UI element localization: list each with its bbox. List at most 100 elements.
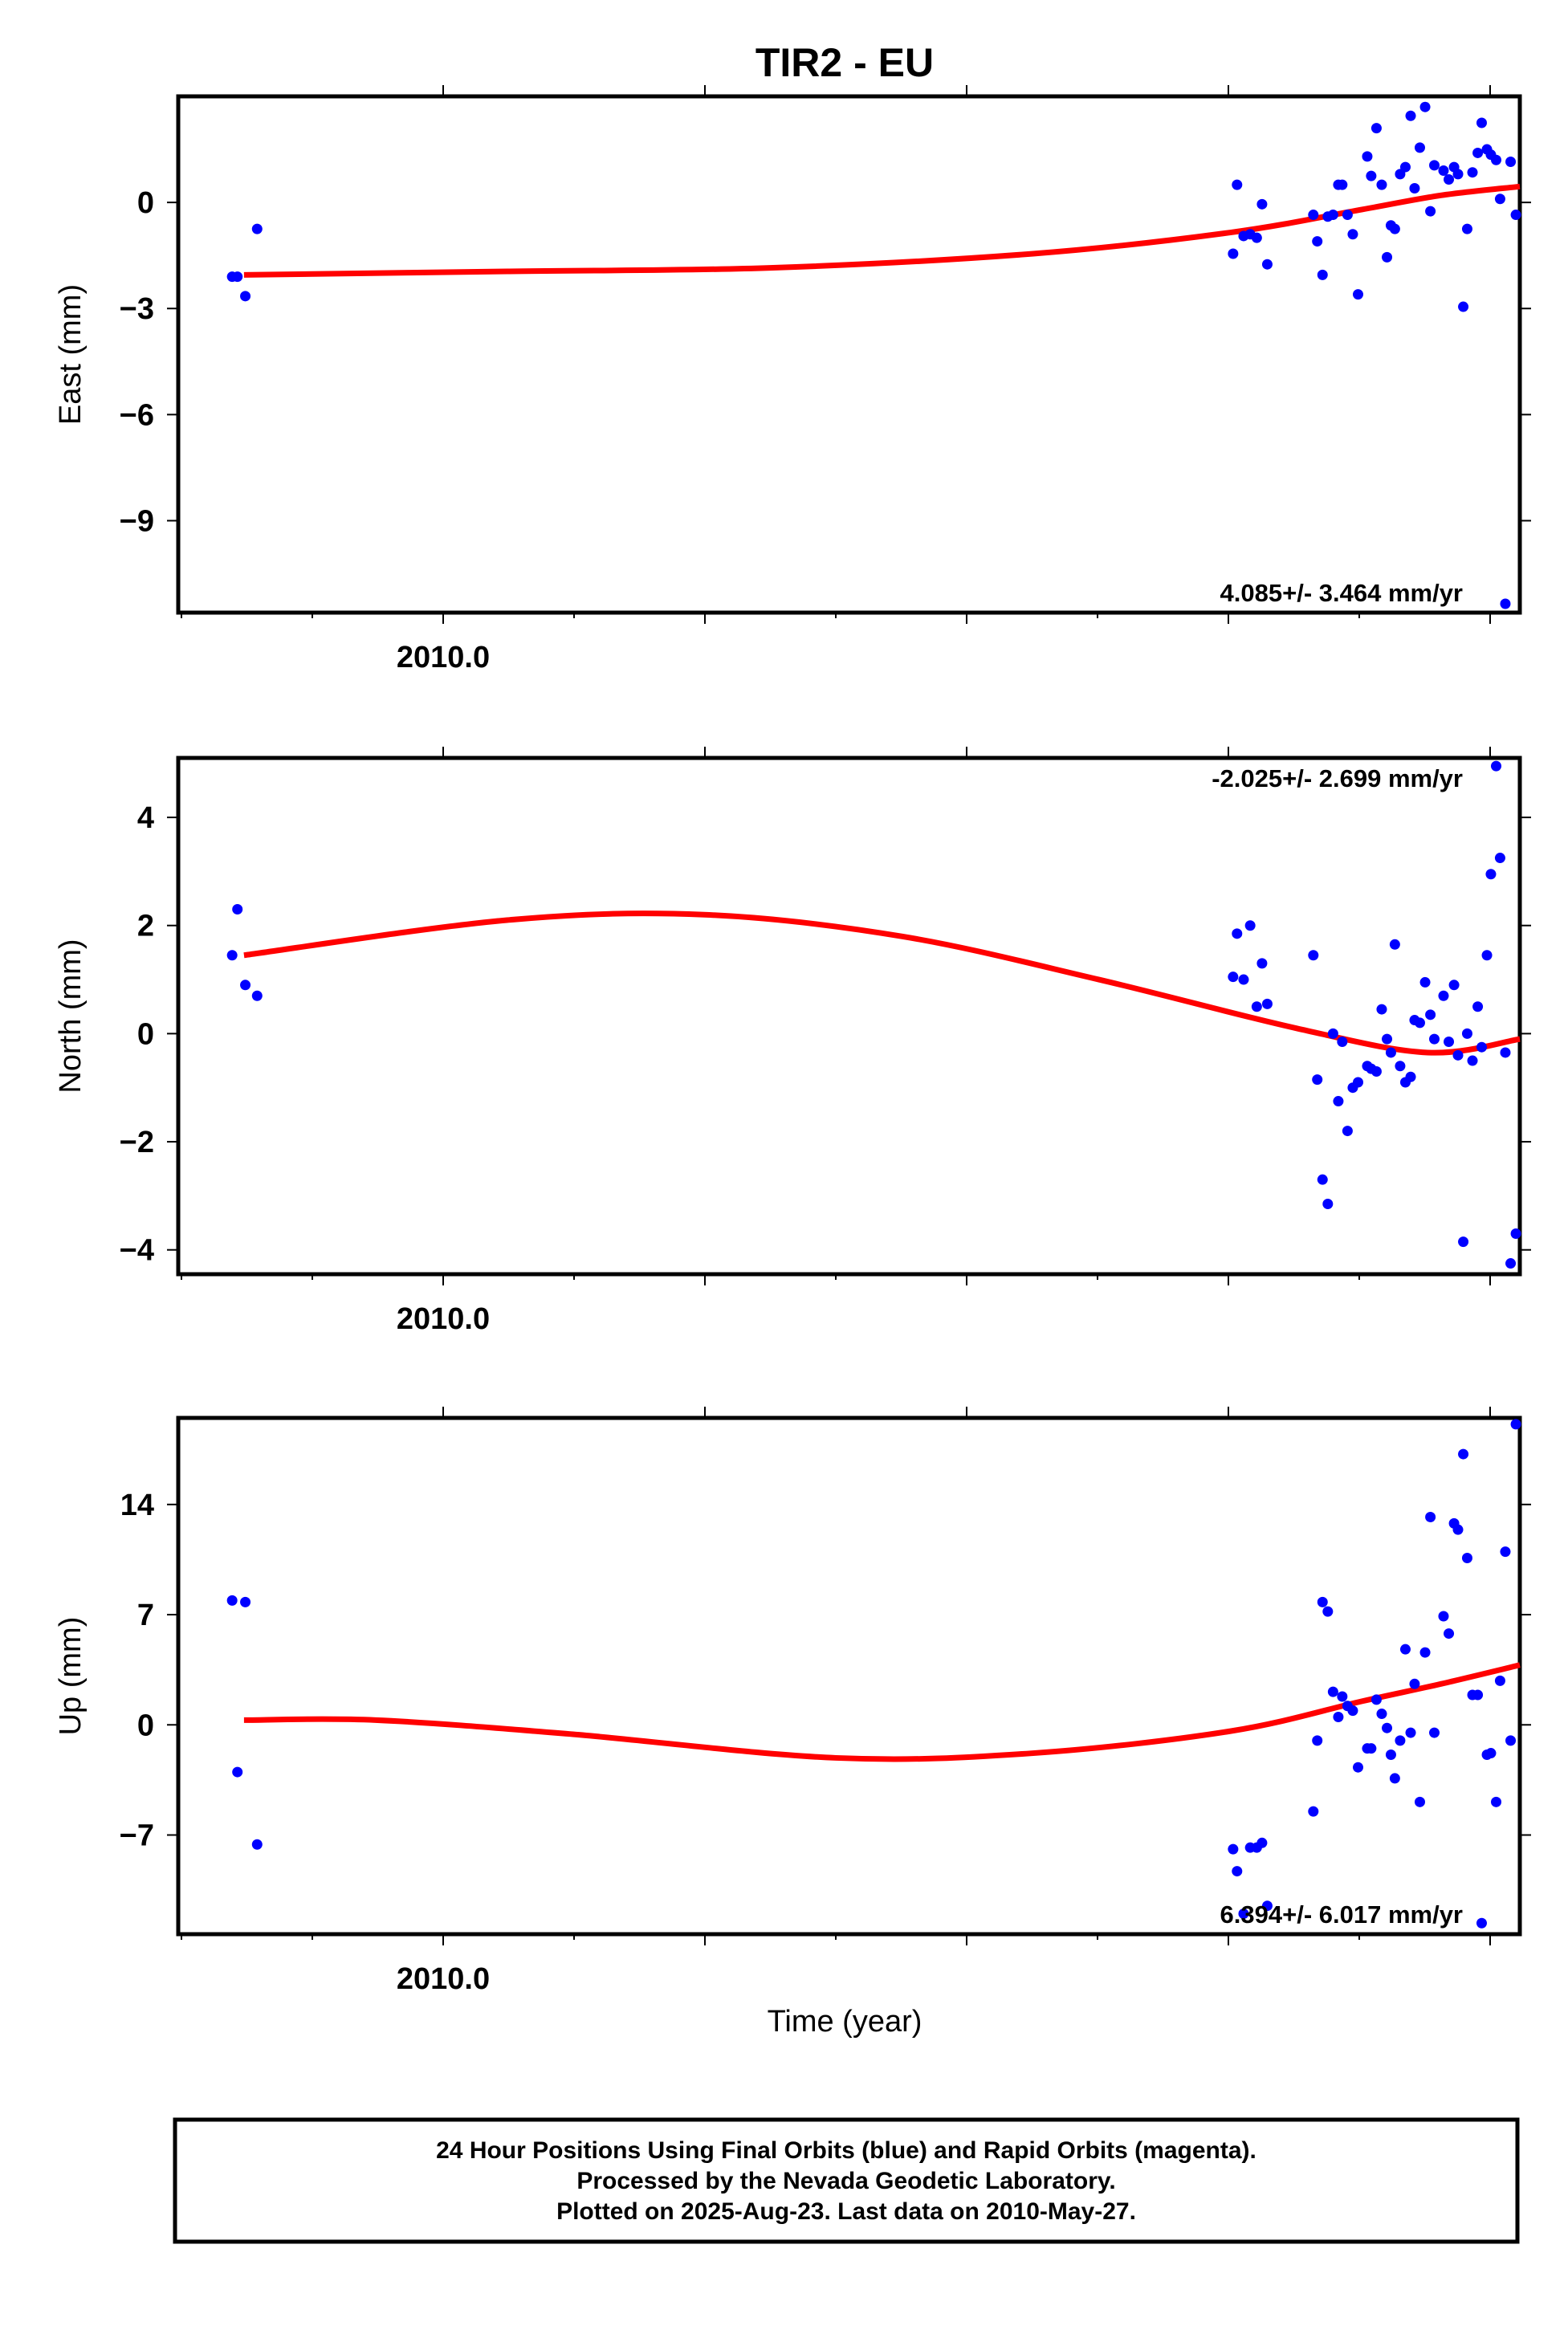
data-point — [1251, 232, 1262, 243]
data-point — [1337, 179, 1348, 190]
y-tick-label: 0 — [137, 1709, 154, 1742]
y-tick-label: 7 — [137, 1599, 154, 1632]
data-point — [1308, 950, 1319, 961]
data-point — [1352, 1762, 1363, 1773]
y-tick-label: −4 — [120, 1234, 154, 1268]
data-point — [1317, 1596, 1328, 1607]
y-tick-label: 0 — [137, 1017, 154, 1051]
data-point — [1352, 289, 1363, 300]
data-point — [1405, 1071, 1416, 1082]
data-point — [1425, 206, 1436, 217]
data-point — [226, 950, 238, 961]
y-tick-label: 14 — [120, 1489, 154, 1522]
data-point — [1414, 142, 1425, 153]
data-point — [1232, 1866, 1243, 1877]
data-point — [1494, 853, 1505, 864]
data-point — [1405, 1727, 1416, 1738]
data-point — [1317, 269, 1328, 280]
data-point — [1425, 1009, 1436, 1020]
data-point — [1461, 1552, 1472, 1563]
y-tick-label: −9 — [120, 504, 154, 538]
data-point — [1458, 301, 1469, 312]
data-point — [1500, 1047, 1511, 1058]
y-axis-label: Up (mm) — [54, 1617, 88, 1736]
data-point — [1370, 123, 1382, 134]
data-point — [1500, 598, 1511, 609]
model-fit-line — [243, 1662, 1521, 1762]
model-fit-line — [243, 910, 1521, 1056]
data-point — [1510, 1228, 1521, 1240]
data-point — [1232, 928, 1243, 939]
data-point — [1312, 1735, 1323, 1746]
data-point — [1452, 1524, 1464, 1535]
data-point — [1494, 1675, 1505, 1686]
data-point — [1327, 1686, 1338, 1697]
y-tick-label: −2 — [120, 1126, 154, 1159]
data-point — [1461, 223, 1472, 234]
data-point — [1228, 1843, 1239, 1855]
y-tick-label: 0 — [137, 186, 154, 220]
data-point — [1312, 236, 1323, 247]
data-point — [1429, 1727, 1440, 1738]
data-point — [1261, 259, 1273, 270]
y-tick-label: −3 — [120, 292, 154, 326]
data-point — [1505, 156, 1517, 167]
data-point — [1476, 1041, 1487, 1053]
data-point — [1461, 1028, 1472, 1039]
data-point — [1395, 1061, 1406, 1072]
data-point — [1352, 1077, 1363, 1088]
y-tick-label: 4 — [137, 801, 154, 835]
data-point — [1444, 173, 1455, 185]
data-point — [1481, 950, 1493, 961]
data-point — [232, 271, 243, 283]
data-point — [1337, 1036, 1348, 1047]
data-point — [1399, 1644, 1411, 1655]
data-point — [251, 223, 263, 234]
data-point — [1485, 869, 1497, 880]
x-tick-label: 2010.0 — [397, 641, 490, 674]
x-tick-label: 2010.0 — [397, 1962, 490, 1996]
data-point — [1308, 1806, 1319, 1817]
data-point — [1444, 1628, 1455, 1640]
footer-line-3: Plotted on 2025-Aug-23. Last data on 201… — [556, 2198, 1136, 2225]
data-point — [1444, 1036, 1455, 1047]
data-point — [1256, 1837, 1268, 1848]
data-point — [1467, 167, 1478, 178]
data-point — [1244, 920, 1256, 931]
data-point — [1333, 1711, 1344, 1722]
data-point — [1327, 1028, 1338, 1039]
data-point — [1376, 1004, 1387, 1015]
data-point — [1342, 1126, 1353, 1137]
rate-label: -2.025+/- 2.699 mm/yr — [1212, 764, 1463, 792]
data-point — [1494, 193, 1505, 205]
data-point — [1322, 1606, 1334, 1617]
data-point — [1458, 1448, 1469, 1460]
data-point — [1317, 1174, 1328, 1185]
data-point — [251, 990, 263, 1001]
data-point — [1238, 1908, 1249, 1920]
data-point — [1342, 210, 1353, 221]
rate-label: 4.085+/- 3.464 mm/yr — [1220, 579, 1463, 607]
data-point — [1414, 1017, 1425, 1029]
data-point — [1452, 1049, 1464, 1061]
data-point — [1485, 1748, 1497, 1759]
panel-up: 2010.0 14 7 0 −7 Up (mm) 6.394+/- 6.017 mm/yr — [54, 1407, 1531, 1996]
data-point — [1438, 1611, 1449, 1622]
data-point — [1389, 939, 1400, 950]
data-point — [1472, 1689, 1484, 1701]
data-point — [1238, 974, 1249, 985]
footer-box — [173, 2117, 1520, 2244]
data-point — [1389, 1773, 1400, 1784]
data-point — [1322, 1198, 1334, 1209]
data-point — [1370, 1694, 1382, 1705]
data-point — [1376, 1709, 1387, 1720]
data-point — [1362, 151, 1373, 162]
data-point — [240, 291, 251, 302]
data-point — [226, 1595, 238, 1606]
data-point — [1500, 1546, 1511, 1558]
y-tick-label: 2 — [137, 910, 154, 943]
model-fit-line — [243, 183, 1521, 278]
data-point — [1261, 1900, 1273, 1912]
data-point — [1382, 251, 1393, 263]
